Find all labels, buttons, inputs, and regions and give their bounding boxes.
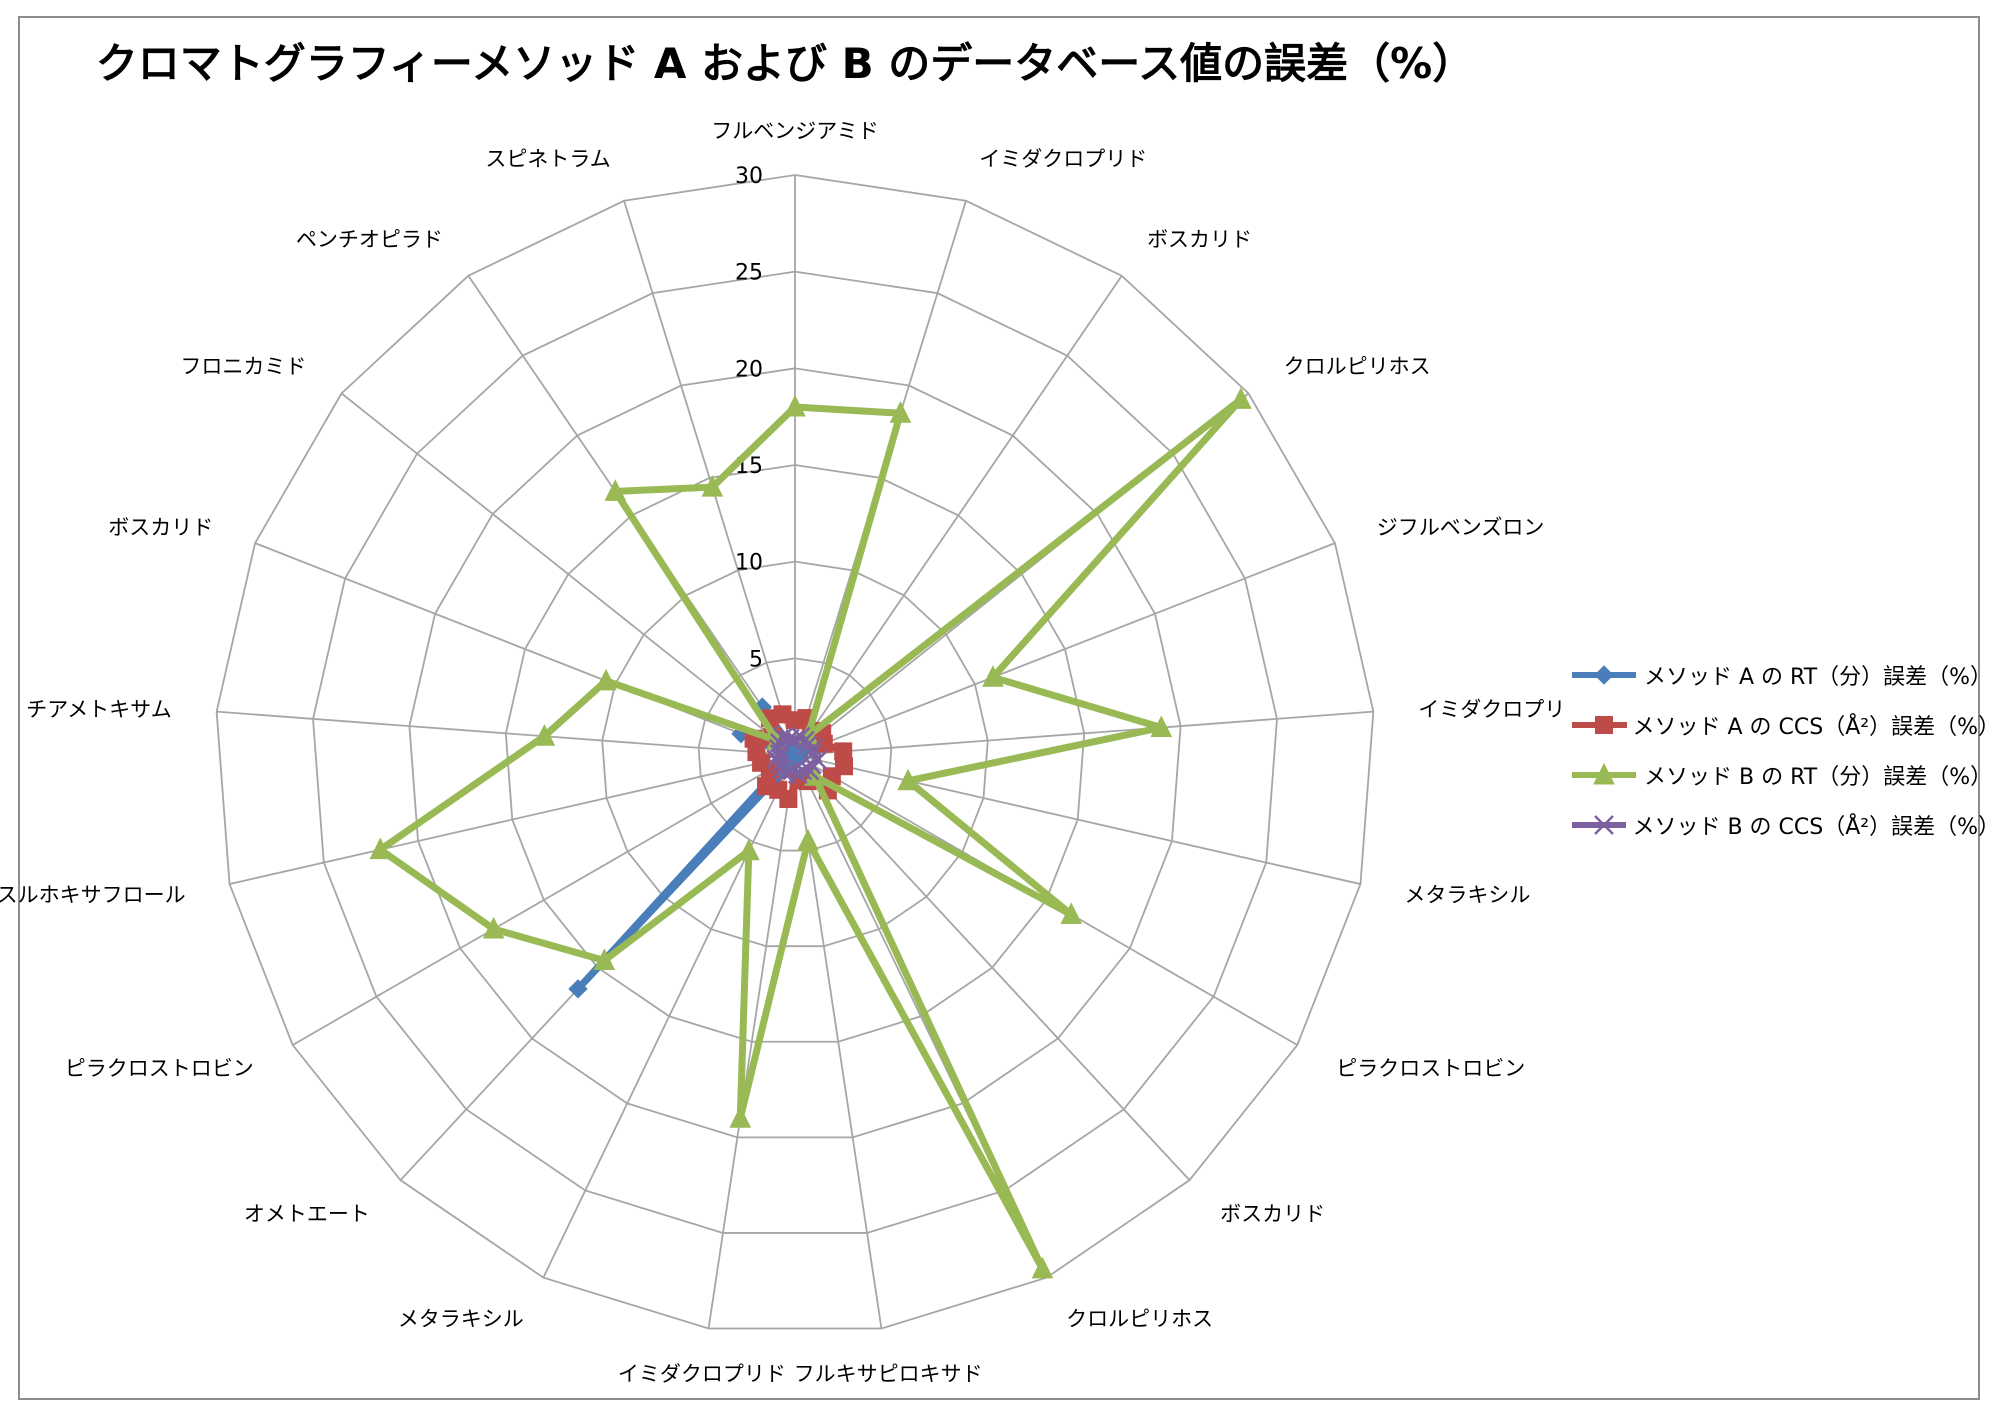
data-point <box>1595 716 1613 734</box>
radar-chart: 051015202530 フルベンジアミドイミダクロプリドボスカリドクロルピリホ… <box>0 119 1570 1386</box>
category-label: メタラキシル <box>1404 883 1530 907</box>
legend-label: メソッド A の RT（分）誤差（%） <box>1644 665 1993 690</box>
data-point <box>889 401 912 423</box>
data-point <box>1594 815 1614 835</box>
grid-spoke <box>216 710 796 756</box>
legend-label: メソッド B の RT（分）誤差（%） <box>1644 765 1993 790</box>
legend: メソッド A の RT（分）誤差（%） メソッド A の CCS（Å²）誤差（%）… <box>1570 650 2000 850</box>
grid-ring <box>215 174 1375 1330</box>
data-point <box>757 777 776 796</box>
category-label: クロルピリホス <box>1284 354 1431 378</box>
category-label: チアメトキサム <box>26 697 172 721</box>
category-label: クロルピリホス <box>1066 1307 1213 1331</box>
grid-ring <box>408 367 1182 1139</box>
legend-item: メソッド A の CCS（Å²）誤差（%） <box>1570 700 2000 750</box>
legend-item: メソッド B の RT（分）誤差（%） <box>1570 750 2000 800</box>
category-label: フロニカミド <box>180 354 306 378</box>
data-point <box>1150 715 1173 738</box>
grid-spoke <box>794 754 1361 885</box>
grid-spoke <box>794 710 1374 756</box>
data-point <box>369 837 392 860</box>
data-point <box>773 727 793 748</box>
tick-label: 25 <box>735 261 763 286</box>
data-point <box>834 742 853 761</box>
category-label: ピラクロストロビン <box>65 1057 254 1081</box>
grid-spoke <box>794 542 1336 756</box>
series-group <box>766 726 828 785</box>
grid-spoke <box>229 754 796 885</box>
data-point <box>568 979 588 999</box>
data-point <box>779 728 800 749</box>
data-point <box>1031 1256 1054 1279</box>
data-point <box>784 394 806 417</box>
data-point <box>799 760 820 781</box>
grid-spoke <box>292 754 796 1046</box>
data-point <box>1060 902 1083 924</box>
data-point <box>801 754 822 775</box>
grid-ring <box>601 560 989 948</box>
data-point <box>797 828 819 851</box>
grid-spoke <box>707 754 796 1329</box>
data-point <box>803 738 823 758</box>
data-point <box>482 916 505 939</box>
data-point <box>982 665 1004 687</box>
grid-spoke <box>794 754 1191 1181</box>
tick-label: 10 <box>735 551 763 576</box>
legend-swatch <box>1572 716 1627 734</box>
legend-swatch <box>1572 762 1636 785</box>
data-point <box>738 838 760 861</box>
category-label: ピラクロストロビン <box>1336 1057 1525 1081</box>
category-label: スルホキサフロール <box>0 883 186 907</box>
chart-title: クロマトグラフィーメソッド A および B のデータベース値の誤差（%） <box>95 39 1475 88</box>
legend-item: メソッド A の RT（分）誤差（%） <box>1570 650 2000 700</box>
category-label: スピネトラム <box>485 147 610 171</box>
grid-ring <box>312 270 1278 1234</box>
series-line <box>376 395 1245 1273</box>
category-label: ボスカリド <box>1147 228 1252 252</box>
data-point <box>1594 665 1614 685</box>
grid-spoke <box>623 200 796 756</box>
category-label: フルベンジアミド <box>711 119 879 143</box>
data-point <box>897 768 919 791</box>
data-point <box>729 1106 752 1128</box>
tick-label: 5 <box>749 647 763 672</box>
grid-spoke <box>254 542 796 756</box>
data-point <box>701 475 724 497</box>
grid-spoke <box>794 275 1123 756</box>
data-point <box>770 733 790 753</box>
legend-label: メソッド A の CCS（Å²）誤差（%） <box>1632 715 2000 740</box>
data-point <box>604 479 627 501</box>
category-label: ボスカリド <box>1220 1202 1325 1226</box>
grid-spoke <box>542 754 796 1278</box>
category-label: ボスカリド <box>108 516 213 540</box>
category-label: イミダクロプリド <box>979 147 1147 171</box>
category-labels: フルベンジアミドイミダクロプリドボスカリドクロルピリホスジフルベンズロンイミダク… <box>0 119 1570 1386</box>
data-point <box>1593 762 1615 785</box>
legend-item: メソッド B の CCS（Å²）誤差（%） <box>1570 800 2000 850</box>
data-point <box>1230 387 1252 409</box>
tick-label: 30 <box>735 164 763 189</box>
legend-label: メソッド B の CCS（Å²）誤差（%） <box>1632 815 2000 840</box>
category-label: イミダクロプリド <box>1418 697 1570 721</box>
legend-swatch <box>1572 665 1636 685</box>
category-label: イミダクロプリド <box>618 1362 786 1386</box>
category-label: オメトエート <box>244 1202 370 1226</box>
data-point <box>595 668 617 691</box>
category-label: フルキサピロキサド <box>794 1362 983 1386</box>
data-point <box>533 724 556 746</box>
series-layer <box>369 387 1252 1279</box>
grid-spoke <box>340 392 796 756</box>
grid-ring <box>697 657 893 852</box>
radar-grid <box>215 174 1375 1330</box>
category-label: ジフルベンズロン <box>1377 516 1545 540</box>
category-label: メタラキシル <box>398 1307 524 1331</box>
data-point <box>773 705 792 724</box>
category-label: ペンチオピラド <box>296 228 443 252</box>
grid-ring <box>504 464 1086 1043</box>
tick-label: 20 <box>735 357 763 382</box>
legend-swatch <box>1572 815 1627 835</box>
data-point <box>593 948 616 970</box>
